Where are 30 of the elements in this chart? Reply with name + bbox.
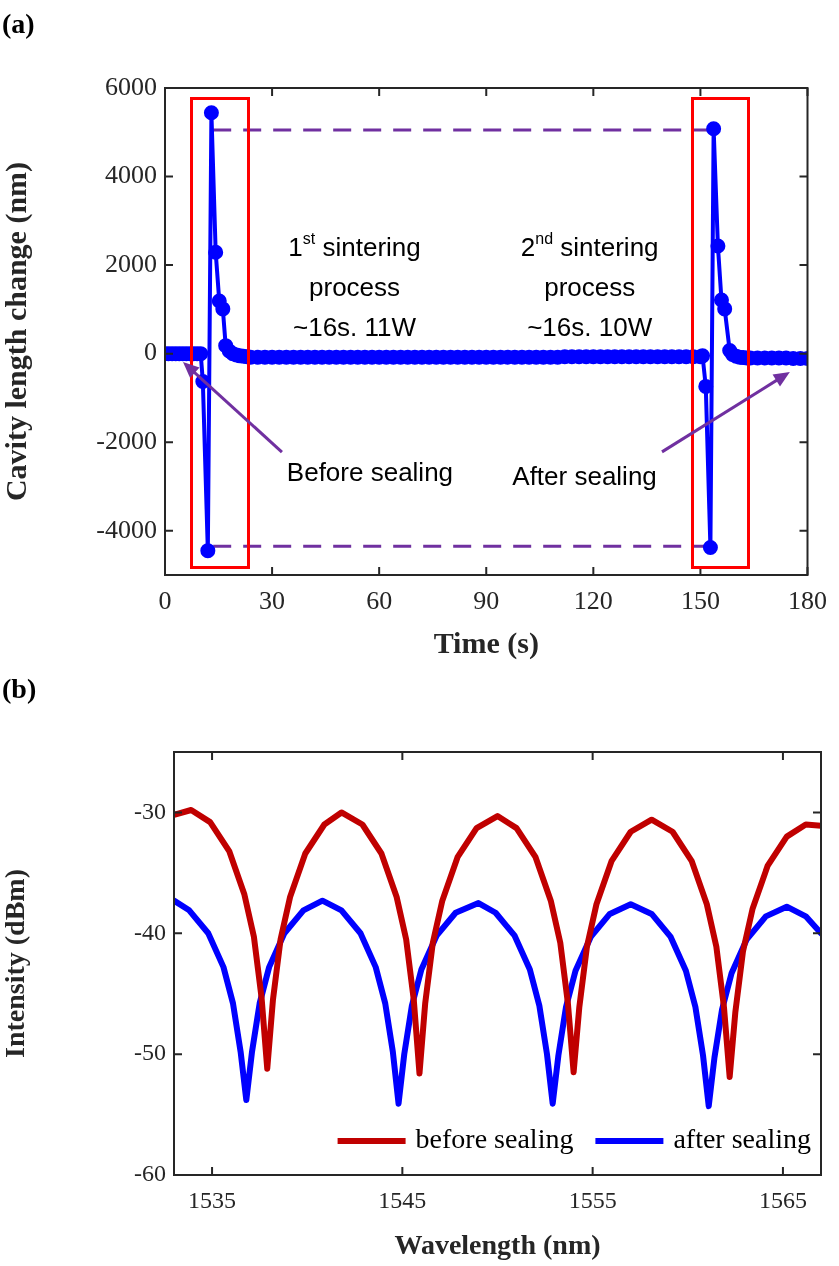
y-tick-label: 4000 [105,160,157,190]
chart-title: (b) [2,673,37,705]
legend-label: before sealing [415,1123,574,1155]
y-tick-label: -2000 [96,426,157,456]
y-tick-label: -50 [134,1039,166,1066]
y-tick-label: -4000 [96,514,157,544]
x-axis-title: Wavelength (nm) [394,1229,601,1261]
annotation: After sealing [512,460,657,491]
x-tick-label: 60 [366,586,393,616]
x-tick-label: 150 [680,586,720,616]
annotation: Before sealing [286,457,454,488]
x-tick-label: 1545 [378,1186,427,1213]
x-tick-label: 1535 [188,1186,237,1213]
x-tick-label: 1565 [758,1186,807,1213]
y-tick-label: 2000 [105,248,157,278]
y-tick-label: -60 [134,1160,166,1187]
x-tick-label: 120 [573,586,613,616]
x-tick-label: 1555 [568,1186,617,1213]
x-tick-label: 90 [473,586,500,616]
legend-label: after sealing [673,1123,811,1155]
y-tick-label: -40 [134,918,166,945]
x-tick-label: 180 [788,586,827,616]
x-tick-label: 30 [259,586,286,616]
y-tick-label: -30 [134,797,166,824]
chart-title: (a) [2,8,35,40]
y-axis-title: Intensity (dBm) [0,868,31,1059]
y-tick-label: 6000 [105,71,157,101]
y-tick-label: 0 [144,337,157,367]
y-axis-title: Cavity length change (nm) [0,161,33,502]
x-axis-title: Time (s) [433,625,539,660]
